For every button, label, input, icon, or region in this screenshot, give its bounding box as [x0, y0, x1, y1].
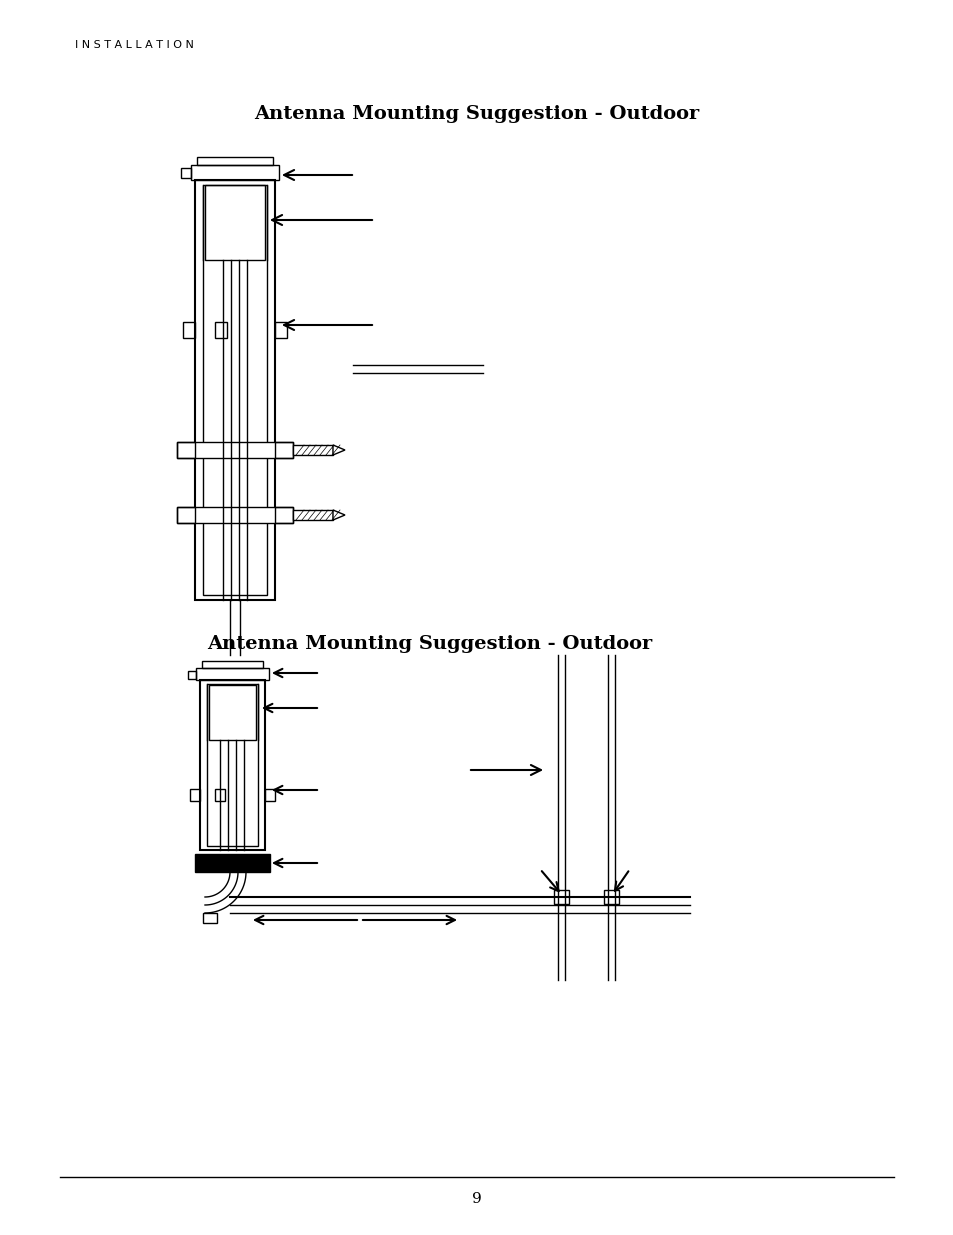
Text: Antenna Mounting Suggestion - Outdoor: Antenna Mounting Suggestion - Outdoor: [207, 635, 652, 653]
Bar: [205, 185, 265, 261]
Bar: [274, 442, 293, 458]
Polygon shape: [333, 510, 345, 520]
Bar: [214, 322, 227, 338]
Bar: [196, 157, 273, 165]
Bar: [177, 442, 293, 458]
Text: 9: 9: [472, 1192, 481, 1207]
Bar: [177, 442, 194, 458]
Bar: [200, 680, 265, 850]
Text: I N S T A L L A T I O N: I N S T A L L A T I O N: [75, 40, 193, 49]
Bar: [209, 685, 255, 740]
Bar: [177, 508, 194, 522]
Text: Antenna Mounting Suggestion - Outdoor: Antenna Mounting Suggestion - Outdoor: [254, 105, 699, 124]
Bar: [194, 853, 270, 872]
Bar: [274, 322, 287, 338]
Bar: [203, 913, 216, 923]
Bar: [603, 890, 618, 904]
Bar: [274, 508, 293, 522]
Bar: [554, 890, 568, 904]
Bar: [181, 168, 191, 178]
Bar: [177, 508, 293, 522]
Bar: [190, 789, 200, 802]
Bar: [203, 185, 267, 595]
Polygon shape: [333, 445, 345, 454]
Bar: [195, 668, 269, 680]
Bar: [183, 322, 194, 338]
Bar: [207, 684, 257, 846]
Bar: [188, 671, 195, 679]
Bar: [293, 445, 333, 454]
Bar: [214, 789, 225, 802]
Bar: [191, 165, 278, 180]
Bar: [265, 789, 274, 802]
Bar: [194, 180, 274, 600]
Bar: [293, 510, 333, 520]
Bar: [202, 661, 263, 668]
